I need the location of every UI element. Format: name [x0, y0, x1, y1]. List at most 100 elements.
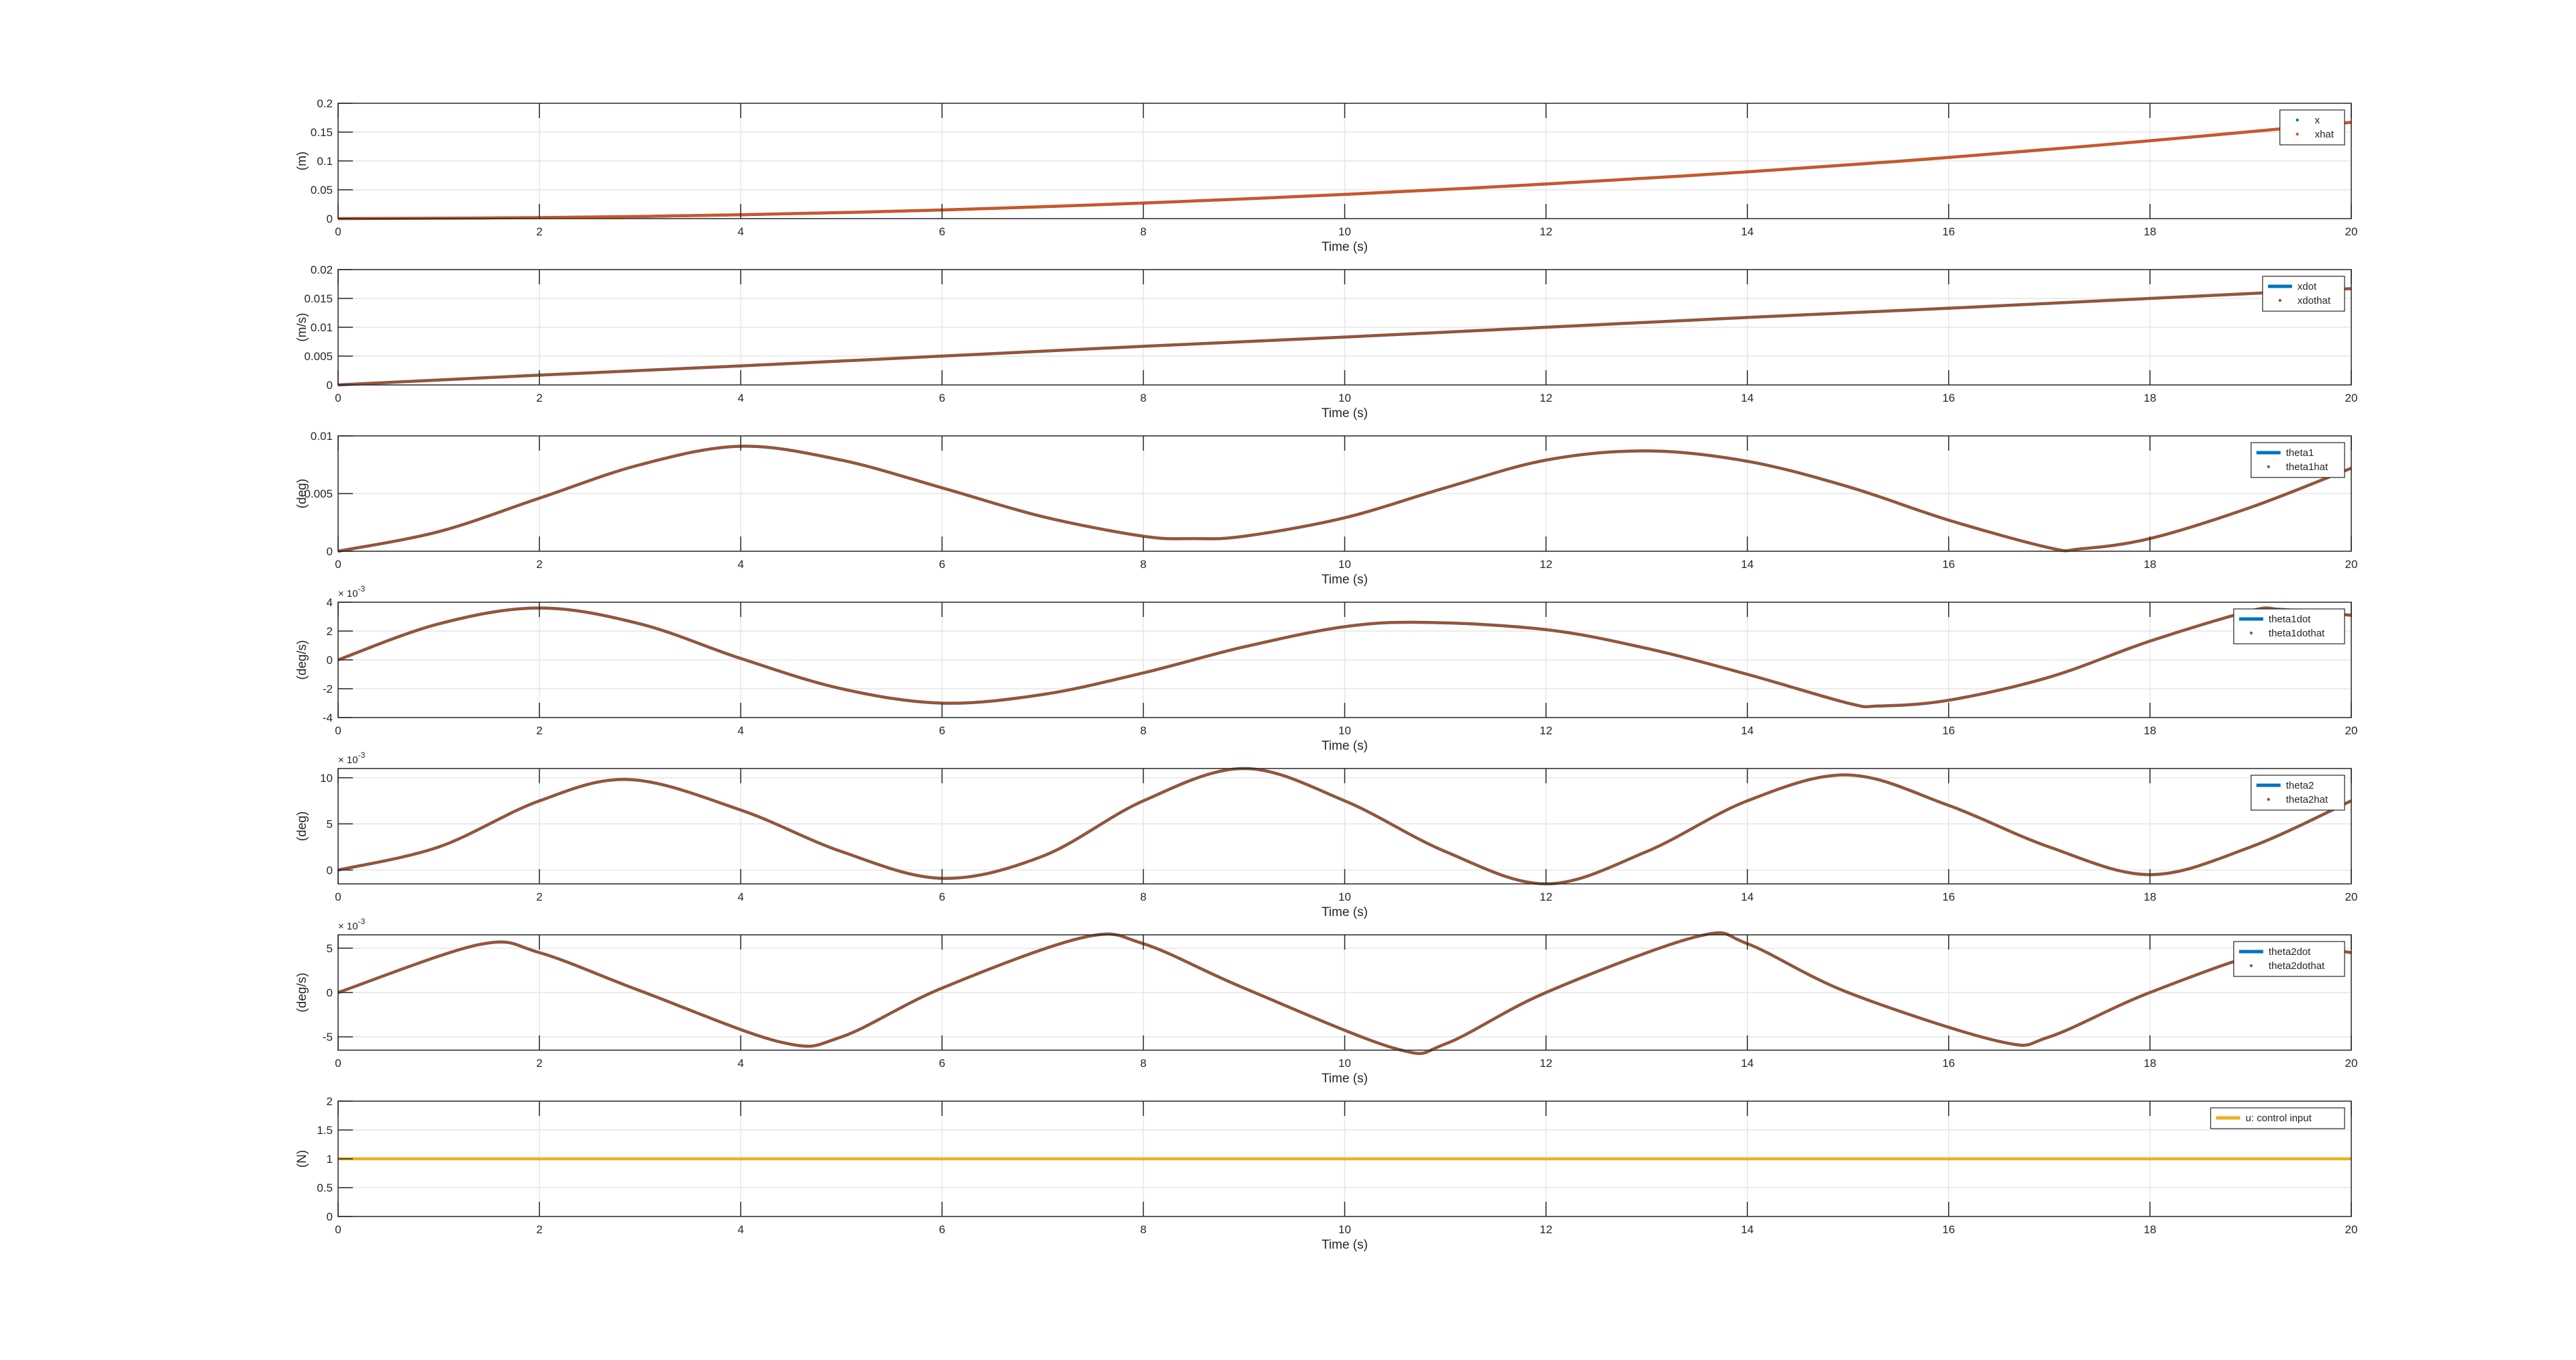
y-tick-label: 0	[327, 986, 333, 999]
x-tick-label: 6	[939, 392, 945, 404]
x-tick-label: 10	[1338, 891, 1351, 903]
legend: u: control input	[2210, 1107, 2345, 1129]
legend-dot-swatch	[2249, 631, 2253, 635]
x-tick-label: 16	[1942, 1057, 1955, 1070]
y-tick-label: 5	[327, 818, 333, 831]
x-axis-label: Time (s)	[1322, 240, 1368, 254]
x-axis-label: Time (s)	[1322, 905, 1368, 919]
y-axis-label: (deg/s)	[295, 640, 309, 679]
y-tick-label: -2	[323, 683, 333, 695]
y-tick-label: 0	[327, 1210, 333, 1223]
x-tick-label: 6	[939, 891, 945, 903]
x-tick-label: 18	[2143, 1223, 2156, 1236]
legend-entry: theta1	[2286, 447, 2314, 459]
legend-dot-swatch	[2296, 132, 2299, 136]
y-exponent-label: × 10-3	[338, 584, 366, 600]
legend-entry: theta1hat	[2286, 461, 2328, 473]
x-tick-label: 10	[1338, 558, 1351, 571]
x-axis-label: Time (s)	[1322, 573, 1368, 587]
x-tick-label: 20	[2345, 1223, 2358, 1236]
legend-box	[2233, 608, 2345, 644]
x-tick-label: 2	[536, 724, 542, 737]
x-tick-label: 20	[2345, 724, 2358, 737]
x-tick-label: 12	[1540, 1223, 1552, 1236]
x-tick-label: 0	[335, 558, 341, 571]
legend-entry: theta1dothat	[2269, 628, 2325, 639]
legend-dot-swatch	[2267, 465, 2270, 469]
series-line-xhat	[337, 121, 2352, 220]
x-tick-label: 18	[2143, 724, 2156, 737]
y-tick-label: 2	[327, 1095, 333, 1108]
y-tick-label: 0	[327, 864, 333, 876]
x-tick-label: 6	[939, 1057, 945, 1070]
x-tick-label: 16	[1942, 724, 1955, 737]
legend-box	[2233, 941, 2345, 977]
x-tick-label: 18	[2143, 558, 2156, 571]
x-axis-label: Time (s)	[1322, 406, 1368, 420]
legend-entry: xhat	[2315, 129, 2334, 140]
x-tick-label: 18	[2143, 1057, 2156, 1070]
x-tick-label: 8	[1140, 724, 1146, 737]
series-line-theta2hat	[337, 767, 2352, 885]
series-line-theta2dothat	[337, 931, 2352, 1055]
y-exponent-label: × 10-3	[338, 750, 366, 766]
x-tick-label: 16	[1942, 1223, 1955, 1236]
x-tick-label: 8	[1140, 1057, 1146, 1070]
x-tick-label: 12	[1540, 558, 1552, 571]
legend-box	[2251, 442, 2345, 478]
y-tick-label: 0.005	[304, 350, 333, 363]
y-tick-label: 0.5	[317, 1182, 333, 1194]
x-tick-label: 18	[2143, 891, 2156, 903]
x-tick-label: 20	[2345, 392, 2358, 404]
legend-entry: xdot	[2298, 281, 2317, 292]
grid	[338, 436, 2351, 551]
legend-dot-swatch	[2249, 964, 2253, 968]
y-axis-label: (N)	[295, 1150, 309, 1168]
x-tick-label: 10	[1338, 1223, 1351, 1236]
x-tick-label: 4	[737, 891, 743, 903]
legend-dot-swatch	[2267, 797, 2270, 801]
x-tick-label: 14	[1741, 1223, 1754, 1236]
y-tick-label: 0.2	[317, 97, 333, 110]
y-tick-label: 5	[327, 942, 333, 955]
y-tick-label: 0	[327, 545, 333, 558]
x-tick-label: 20	[2345, 891, 2358, 903]
x-tick-label: 12	[1540, 225, 1552, 238]
legend-entry: theta2dot	[2269, 946, 2311, 958]
x-tick-label: 2	[536, 1223, 542, 1236]
x-tick-label: 18	[2143, 225, 2156, 238]
x-tick-label: 0	[335, 724, 341, 737]
y-tick-label: 0.01	[311, 430, 333, 443]
x-tick-label: 10	[1338, 724, 1351, 737]
x-tick-label: 14	[1741, 1057, 1754, 1070]
x-tick-label: 14	[1741, 392, 1754, 404]
x-axis-label: Time (s)	[1322, 1072, 1368, 1086]
y-tick-label: 0	[327, 213, 333, 225]
x-tick-label: 4	[737, 1057, 743, 1070]
x-tick-label: 16	[1942, 558, 1955, 571]
x-tick-label: 20	[2345, 225, 2358, 238]
y-axis-label: (m)	[295, 152, 309, 170]
x-tick-label: 6	[939, 724, 945, 737]
x-tick-label: 0	[335, 225, 341, 238]
y-axis-label: (deg)	[295, 811, 309, 841]
series-line-xdothat	[337, 287, 2352, 386]
x-tick-label: 8	[1140, 392, 1146, 404]
x-tick-label: 16	[1942, 392, 1955, 404]
x-tick-label: 2	[536, 225, 542, 238]
y-tick-label: 1	[327, 1153, 333, 1166]
x-tick-label: 2	[536, 1057, 542, 1070]
legend-box	[2262, 276, 2345, 312]
x-tick-label: 16	[1942, 225, 1955, 238]
legend: x xhat	[2279, 109, 2345, 146]
y-tick-label: 0.1	[317, 155, 333, 168]
y-axis-label: (deg/s)	[295, 972, 309, 1012]
x-tick-label: 14	[1741, 225, 1754, 238]
x-tick-label: 12	[1540, 724, 1552, 737]
x-tick-label: 4	[737, 225, 743, 238]
y-exponent-label: × 10-3	[338, 917, 366, 932]
legend: theta2dot theta2dothat	[2233, 941, 2345, 977]
series-line-theta1dothat	[337, 606, 2352, 708]
subplot-5: 0 2 4 6 8 10 12 14 16 18 20 0 5 10 Time (s) (deg) × 10-3…	[295, 750, 2357, 919]
